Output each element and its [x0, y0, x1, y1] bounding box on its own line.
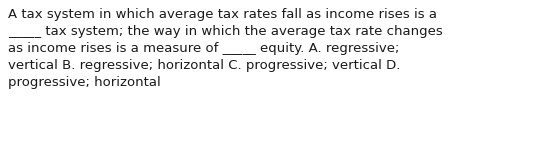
Text: A tax system in which average tax rates fall as income rises is a
_____ tax syst: A tax system in which average tax rates …	[8, 8, 442, 89]
